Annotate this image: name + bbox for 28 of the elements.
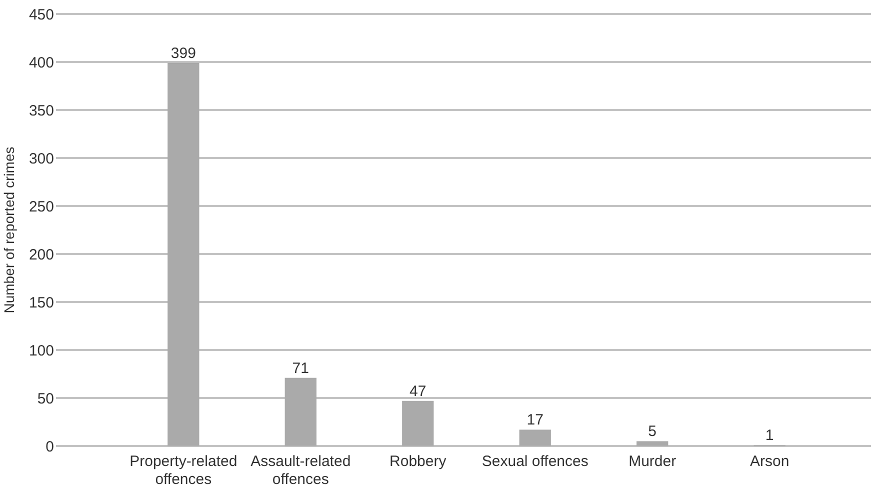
bar bbox=[519, 430, 551, 446]
y-tick-label: 200 bbox=[28, 246, 54, 264]
data-label: 5 bbox=[648, 423, 657, 440]
x-tick-label: Assault-related offences bbox=[250, 453, 351, 488]
data-label: 71 bbox=[292, 360, 309, 377]
data-label: 1 bbox=[765, 427, 774, 444]
data-label: 47 bbox=[410, 382, 426, 400]
bar bbox=[402, 400, 434, 446]
y-tick-label: 150 bbox=[28, 294, 54, 312]
bar bbox=[636, 441, 668, 446]
y-tick-label: 0 bbox=[46, 438, 54, 456]
x-tick-label: Arson bbox=[750, 453, 790, 470]
bar bbox=[168, 62, 200, 446]
x-tick-label: Sexual offences bbox=[482, 453, 588, 470]
y-tick-label: 50 bbox=[37, 390, 54, 408]
x-tick-label: Murder bbox=[628, 453, 676, 470]
data-label: 17 bbox=[526, 412, 544, 429]
x-tick-label: Property-related offences bbox=[130, 453, 238, 488]
y-tick-label: 300 bbox=[28, 150, 54, 168]
y-tick-label: 100 bbox=[28, 342, 54, 360]
y-tick-label: 350 bbox=[28, 102, 54, 120]
data-label: 399 bbox=[170, 44, 196, 62]
bar bbox=[284, 378, 316, 446]
y-tick-label: 250 bbox=[28, 198, 54, 216]
y-tick-label: 450 bbox=[28, 6, 54, 24]
x-tick-label: Robbery bbox=[390, 453, 447, 470]
y-axis-title: Number of reported crimes bbox=[1, 146, 17, 314]
y-tick-label: 400 bbox=[28, 54, 54, 72]
